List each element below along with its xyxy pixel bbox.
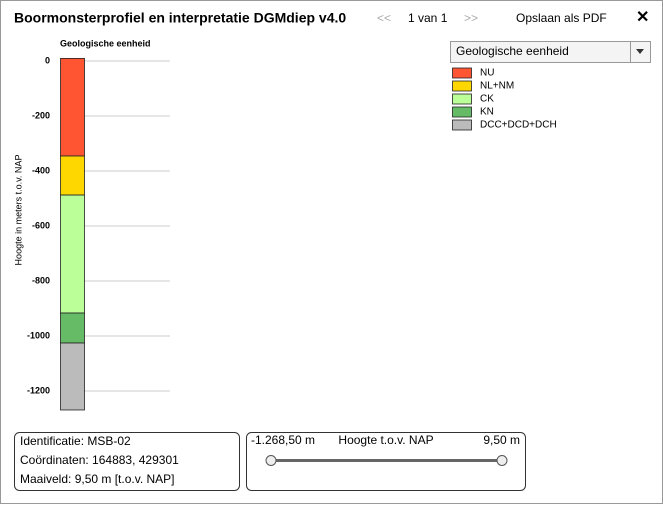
prev-button[interactable]: << [377,11,391,25]
chart-title: Geologische eenheid [60,38,151,48]
dropdown[interactable] [450,41,651,63]
dropdown-label: Geologische eenheid [456,44,569,58]
y-axis-label: Hoogte in meters t.o.v. NAP [13,155,23,266]
layer-bar [60,194,85,314]
legend-swatch [452,119,472,131]
legend-label: NL+NM [480,81,514,92]
legend-swatch [452,80,472,92]
slider-label: Hoogte t.o.v. NAP [338,433,433,447]
slider-handle[interactable] [496,455,508,466]
dropdown-arrow [636,49,644,54]
legend-swatch [452,93,472,105]
layer-bar [60,312,85,344]
info-line: Coördinaten: 164883, 429301 [20,453,179,467]
y-tick-label: 0 [45,55,50,65]
next-button[interactable]: >> [464,11,478,25]
legend-swatch [452,67,472,79]
layer-bar [60,155,85,196]
slider-max: 9,50 m [483,433,520,447]
y-tick-label: -800 [32,275,50,285]
info-line: Identificatie: MSB-02 [20,434,131,448]
layer-bar [60,342,85,411]
pdf-button[interactable]: Opslaan als PDF [516,11,607,25]
y-tick-label: -1200 [27,385,50,395]
legend-label: CK [480,94,494,105]
y-tick-label: -400 [32,165,50,175]
slider-min: -1.268,50 m [251,433,315,447]
close-button[interactable]: ✕ [636,9,649,26]
legend-label: KN [480,107,494,118]
legend-label: NU [480,68,494,79]
legend-label: DCC+DCD+DCH [480,120,557,131]
y-tick-label: -1000 [27,330,50,340]
info-box [14,432,240,491]
page-indicator: 1 van 1 [408,11,448,25]
slider-handle[interactable] [265,455,277,466]
info-line: Maaiveld: 9,50 m [t.o.v. NAP] [20,472,175,486]
legend-swatch [452,106,472,118]
layer-bar [60,57,85,157]
window-title: Boormonsterprofiel en interpretatie DGMd… [14,10,346,26]
y-tick-label: -200 [32,110,50,120]
y-tick-label: -600 [32,220,50,230]
